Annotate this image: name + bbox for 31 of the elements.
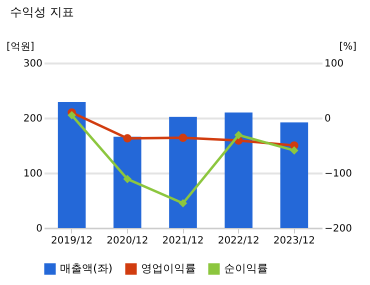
legend-label: 영업이익률 (141, 262, 196, 275)
y2-tick-label: −100 (324, 168, 352, 180)
x-tick-label: 2019/12 (51, 236, 93, 246)
legend-label: 순이익률 (224, 262, 268, 275)
point (178, 134, 188, 142)
y-tick-label: 100 (23, 168, 42, 180)
bar (280, 122, 308, 228)
bar (114, 136, 142, 228)
y2-tick-label: 0 (324, 114, 331, 124)
y-tick-label: 300 (23, 58, 42, 70)
point (123, 174, 132, 184)
legend-label: 매출액(좌) (60, 262, 113, 275)
bar (224, 112, 252, 228)
point (234, 130, 243, 140)
point (68, 111, 76, 120)
y2-axis-title: [%] (339, 42, 357, 52)
point (290, 146, 298, 155)
y2-tick-label: 100 (324, 58, 344, 70)
x-tick-label: 2023/12 (273, 236, 315, 246)
point (178, 199, 188, 208)
bar (58, 102, 86, 228)
point (123, 134, 132, 143)
y2-tick-label: −200 (324, 224, 352, 234)
y-tick-label: 200 (23, 114, 42, 124)
x-tick-label: 2021/12 (162, 236, 204, 246)
y-axis-title: [억원] (6, 42, 34, 52)
x-tick-label: 2022/12 (218, 236, 260, 246)
x-tick-label: 2020/12 (106, 236, 148, 246)
bar (169, 116, 197, 228)
chart-title: 수익성 지표 (10, 5, 74, 19)
y-tick-label: 0 (36, 224, 42, 234)
